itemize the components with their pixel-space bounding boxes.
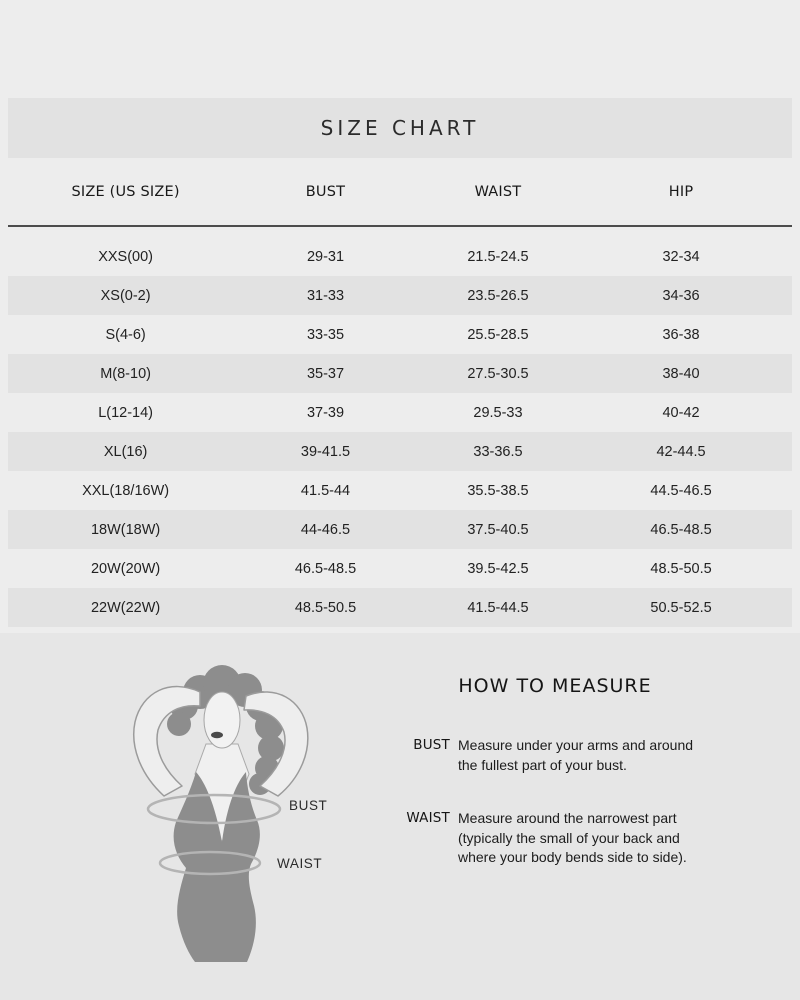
waist-cell: 33-36.5 [473,443,523,460]
table-row: L(12-14) 37-39 29.5-33 40-42 [8,393,792,432]
hip-cell: 32-34 [662,248,700,265]
figure-bust-label: BUST [289,798,328,813]
size-cell: L(12-14) [98,404,153,421]
size-cell: XS(0-2) [100,287,151,304]
waist-cell: 39.5-42.5 [467,560,529,577]
measure-text-line: Measure around the narrowest part [458,810,677,826]
size-cell: 22W(22W) [90,599,161,616]
bust-cell: 31-33 [306,287,345,304]
table-row: XXS(00) 29-31 21.5-24.5 32-34 [8,237,792,276]
hip-cell: 50.5-52.5 [650,599,712,616]
bust-cell: 44-46.5 [300,521,351,538]
measure-item-text: Measure around the narrowest part (typic… [458,809,687,868]
hip-cell: 38-40 [662,365,700,382]
measure-item-label: BUST [413,737,450,753]
size-cell: XXS(00) [98,248,153,265]
table-row: 22W(22W) 48.5-50.5 41.5-44.5 50.5-52.5 [8,588,792,627]
waist-measure-hoop [158,850,262,876]
waist-cell: 41.5-44.5 [467,599,529,616]
figure-face [203,691,241,749]
page-title: SIZE CHART [320,116,480,140]
title-band: SIZE CHART [8,98,792,158]
measure-item-bust: BUST Measure under your arms and around … [390,736,693,775]
table-row: XS(0-2) 31-33 23.5-26.5 34-36 [8,276,792,315]
hip-cell: 36-38 [662,326,700,343]
table-row: XL(16) 39-41.5 33-36.5 42-44.5 [8,432,792,471]
bust-cell: 39-41.5 [300,443,351,460]
header-divider-line [8,225,792,227]
column-header-hip: HIP [668,183,694,200]
bust-measure-hoop [146,793,282,825]
size-table-body: XXS(00) 29-31 21.5-24.5 32-34 XS(0-2) 31… [8,227,792,627]
figure-lips [211,731,223,739]
measure-heading: HOW TO MEASURE [458,675,652,697]
measure-item-label: WAIST [406,810,450,826]
waist-cell: 27.5-30.5 [467,365,529,382]
hip-cell: 34-36 [662,287,700,304]
hip-cell: 48.5-50.5 [650,560,712,577]
column-header-waist: WAIST [474,183,522,200]
hip-cell: 42-44.5 [656,443,706,460]
bust-cell: 29-31 [306,248,345,265]
figure-swimsuit [173,772,260,962]
size-cell: M(8-10) [100,365,151,382]
size-cell: S(4-6) [105,326,146,343]
table-header-row: SIZE (US SIZE) BUST WAIST HIP [8,158,792,225]
measure-item-waist: WAIST Measure around the narrowest part … [390,809,687,868]
waist-cell: 37.5-40.5 [467,521,529,538]
waist-cell: 29.5-33 [473,404,523,421]
column-header-size: SIZE (US SIZE) [71,183,180,200]
table-row: S(4-6) 33-35 25.5-28.5 36-38 [8,315,792,354]
table-row: M(8-10) 35-37 27.5-30.5 38-40 [8,354,792,393]
table-row: 18W(18W) 44-46.5 37.5-40.5 46.5-48.5 [8,510,792,549]
measure-text-line: where your body bends side to side). [458,849,687,865]
bust-cell: 37-39 [306,404,345,421]
size-cell: XXL(18/16W) [82,482,170,499]
bust-cell: 46.5-48.5 [294,560,357,577]
waist-cell: 23.5-26.5 [467,287,529,304]
waist-cell: 25.5-28.5 [467,326,529,343]
bust-cell: 35-37 [306,365,345,382]
measure-text-line: Measure under your arms and around [458,737,694,753]
measure-text-line: the fullest part of your bust. [458,756,627,773]
waist-cell: 35.5-38.5 [467,482,529,499]
size-cell: XL(16) [103,443,148,460]
size-cell: 20W(20W) [90,560,161,577]
hip-cell: 40-42 [662,404,700,421]
bust-cell: 48.5-50.5 [294,599,357,616]
how-to-measure-section: BUST WAIST HOW TO MEASURE BUST Measure u… [0,633,800,1000]
bust-cell: 33-35 [306,326,345,343]
bust-cell: 41.5-44 [300,482,351,499]
figure-waist-label: WAIST [277,856,323,871]
waist-cell: 21.5-24.5 [467,248,529,265]
figure-arms [133,685,309,797]
measure-item-text: Measure under your arms and around the f… [458,736,693,775]
hip-cell: 46.5-48.5 [650,521,712,538]
table-row: XXL(18/16W) 41.5-44 35.5-38.5 44.5-46.5 [8,471,792,510]
measure-text-line: (typically the small of your back and [458,829,680,846]
size-cell: 18W(18W) [90,521,161,538]
measurement-figure-illustration [133,665,309,962]
table-row: 20W(20W) 46.5-48.5 39.5-42.5 48.5-50.5 [8,549,792,588]
column-header-bust: BUST [305,183,346,200]
hip-cell: 44.5-46.5 [650,482,712,499]
